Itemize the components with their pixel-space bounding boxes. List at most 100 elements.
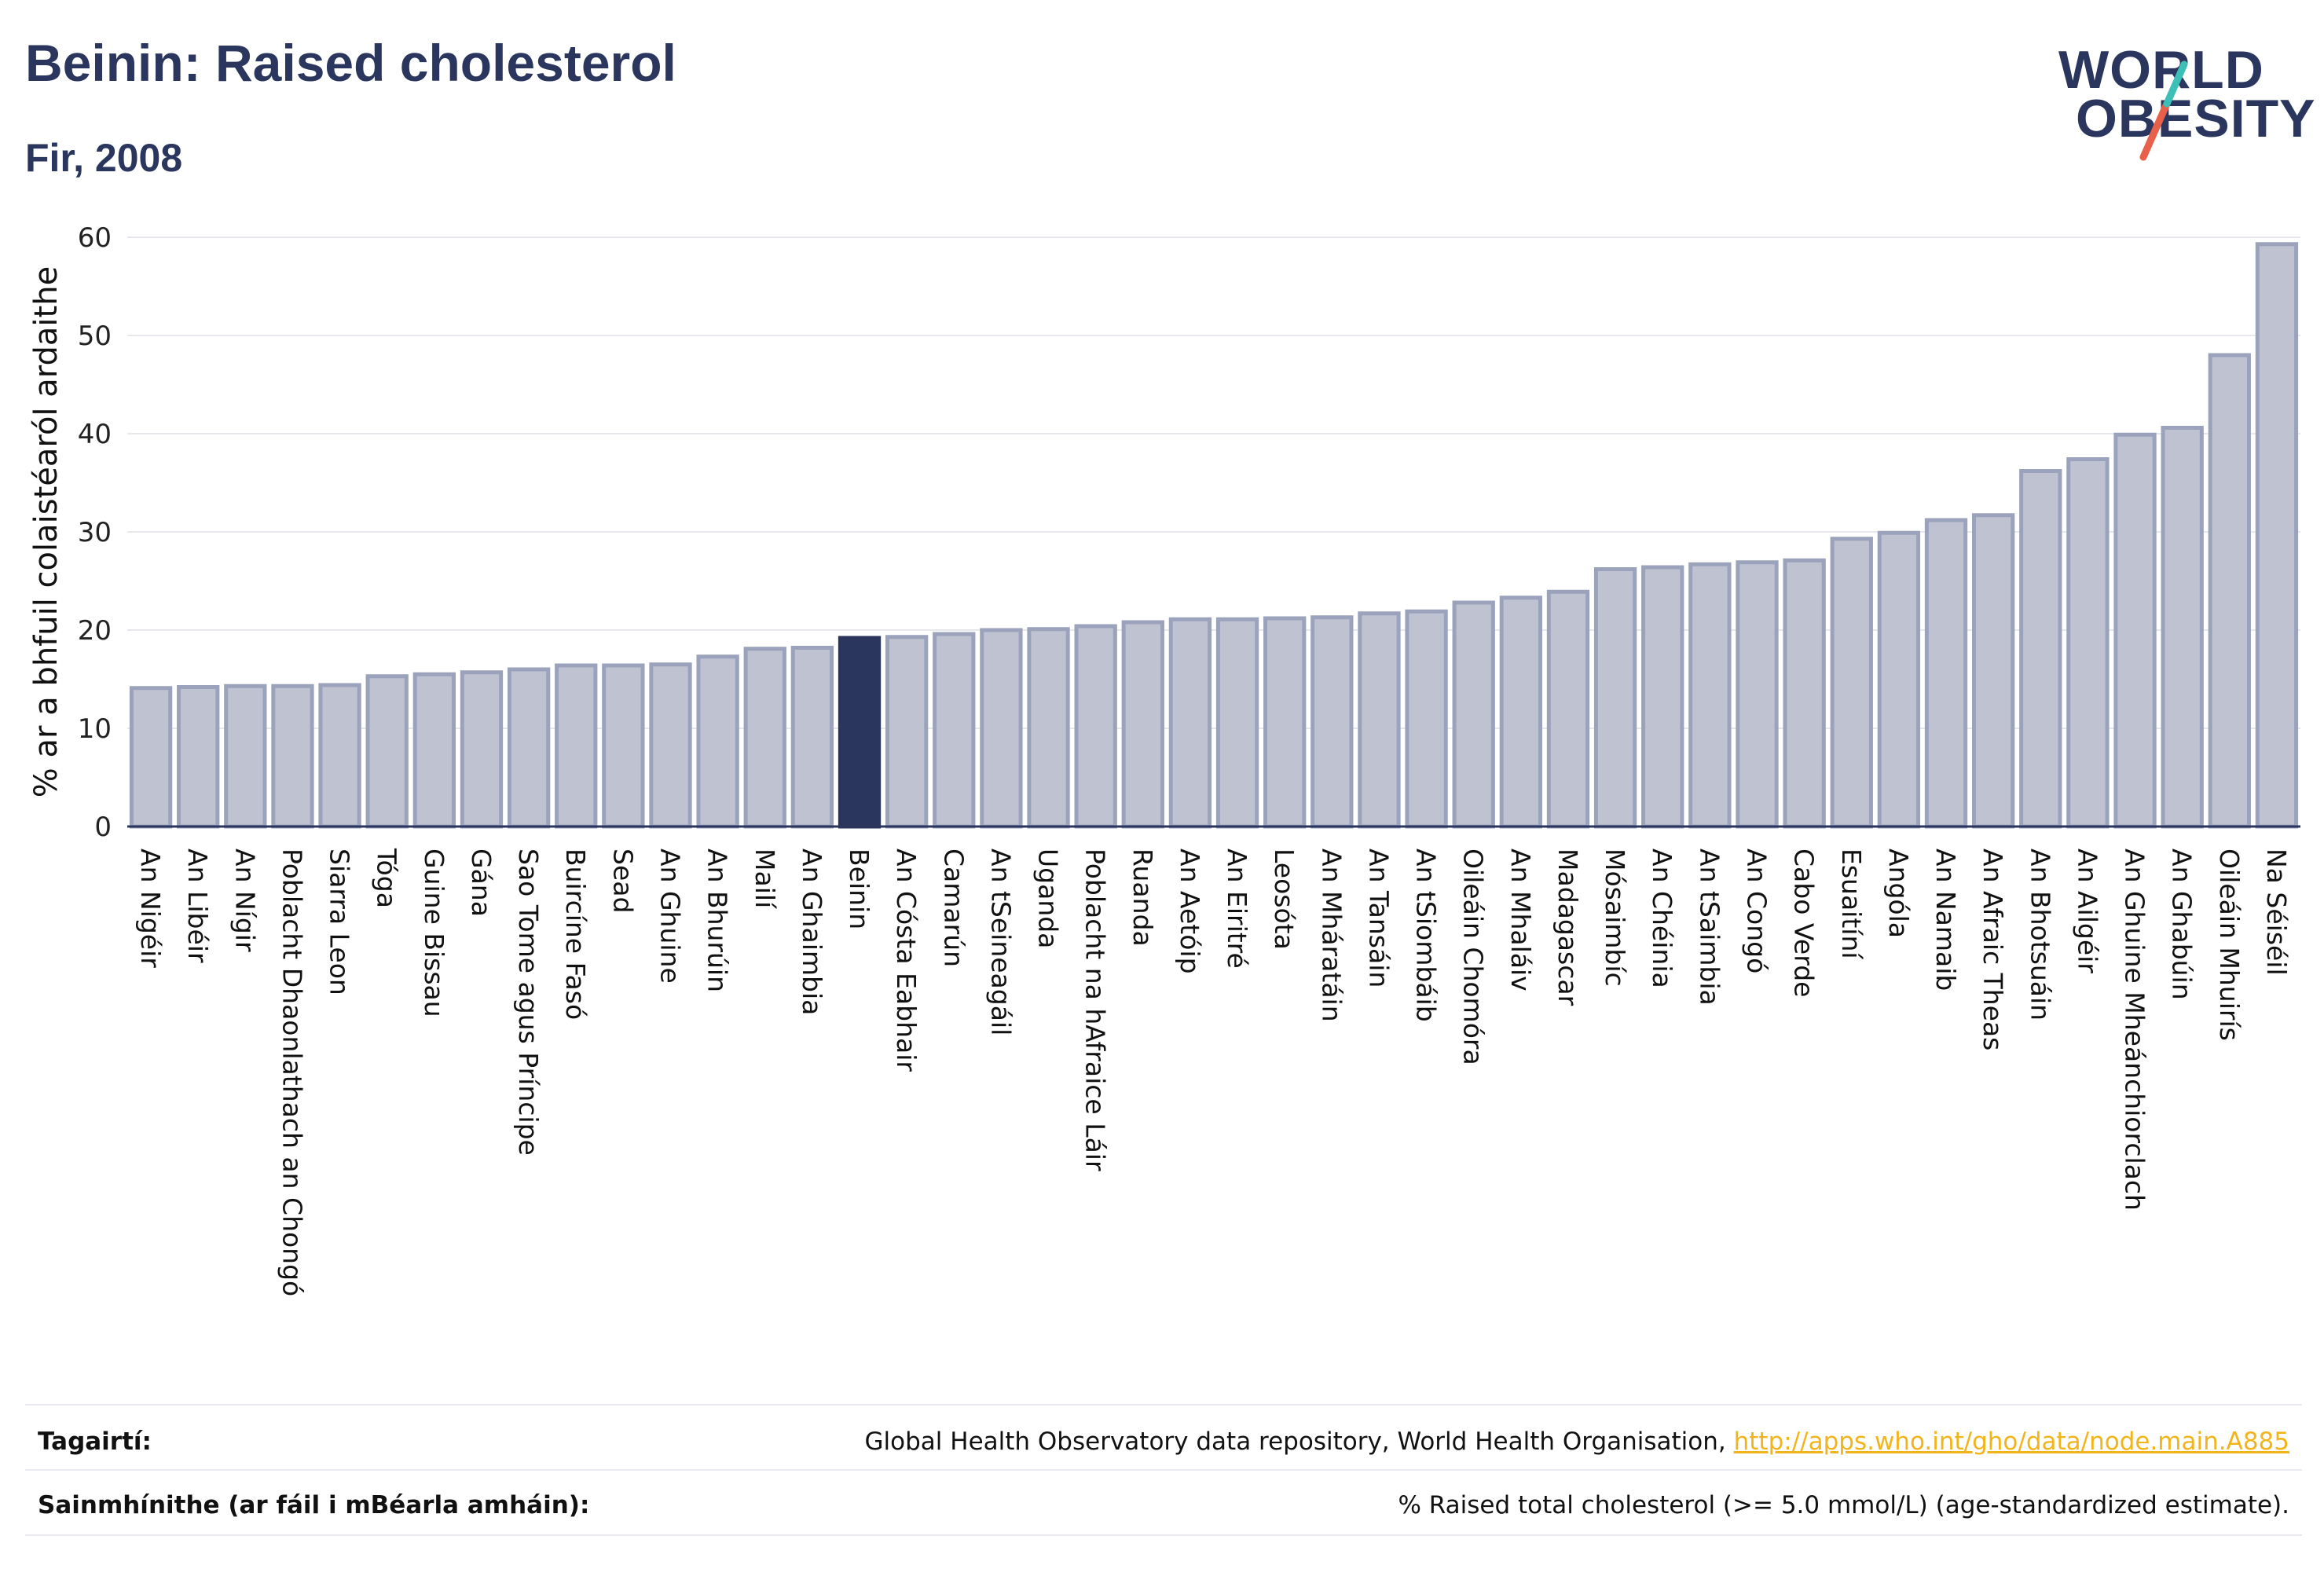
bar xyxy=(2161,426,2204,829)
x-tick-label: An Congó xyxy=(1742,848,1772,973)
bar xyxy=(1924,518,1968,829)
x-tick-label: An Ghaimbia xyxy=(797,848,827,1015)
x-tick-label: An Ailgéir xyxy=(2072,848,2102,973)
bar xyxy=(177,685,220,829)
x-tick-label: An Cósta Eabhair xyxy=(891,848,922,1072)
bar xyxy=(1830,537,1873,829)
x-tick-label: An Tansáin xyxy=(1363,848,1394,988)
y-tick-label: 40 xyxy=(78,419,112,450)
bar xyxy=(980,628,1023,829)
x-tick-label: Sao Tome agus Príncipe xyxy=(513,848,544,1156)
x-tick-label: Buircíne Fasó xyxy=(560,848,591,1020)
bar xyxy=(696,654,739,829)
y-tick-label: 20 xyxy=(78,615,112,647)
x-tick-label: An Bhurúin xyxy=(702,848,733,992)
x-tick-label: An Mháratáin xyxy=(1316,848,1347,1022)
y-tick-label: 0 xyxy=(94,812,112,843)
bar xyxy=(933,632,976,829)
x-tick-label: An Chéinia xyxy=(1647,848,1677,988)
x-tick-label: An tSeineagáil xyxy=(985,848,1016,1035)
bar xyxy=(602,663,645,829)
bar xyxy=(743,647,786,829)
x-tick-label: Poblacht na hAfraice Láir xyxy=(1080,848,1111,1171)
x-tick-label: An Eiritré xyxy=(1222,848,1252,969)
bar xyxy=(1593,567,1637,829)
x-tick-label: Angóla xyxy=(1883,848,1914,938)
x-tick-label: An Namaib xyxy=(1930,848,1961,991)
references-row: Tagairtí: Global Health Observatory data… xyxy=(25,1410,2302,1473)
footer-divider xyxy=(25,1469,2302,1471)
x-tick-label: An tSaimbia xyxy=(1694,848,1725,1006)
references-label: Tagairtí: xyxy=(38,1428,152,1456)
bar xyxy=(318,683,361,829)
definitions-label: Sainmhínithe (ar fáil i mBéarla amháin): xyxy=(38,1491,590,1519)
bar xyxy=(790,646,834,829)
x-tick-label: Mósaimbíc xyxy=(1600,848,1630,987)
x-tick-label: Na Séiséil xyxy=(2261,848,2292,976)
logo-line-2: OBESITY xyxy=(2076,89,2316,148)
x-tick-label: Guine Bissau xyxy=(419,848,449,1017)
bar xyxy=(2019,469,2062,829)
bar xyxy=(2255,242,2299,829)
bar xyxy=(2066,457,2110,829)
bar xyxy=(507,667,551,829)
bar xyxy=(1405,609,1448,829)
y-tick-label: 30 xyxy=(78,517,112,548)
bar xyxy=(1168,617,1212,829)
bar xyxy=(555,663,598,829)
bar xyxy=(1074,624,1117,829)
x-tick-label: Leosóta xyxy=(1269,848,1299,950)
x-tick-label: An tSiombáib xyxy=(1411,848,1442,1022)
y-tick-label: 50 xyxy=(78,321,112,352)
x-tick-label: An Ghuine Mheánchiorclach xyxy=(2120,848,2150,1211)
x-tick-label: An Afraic Theas xyxy=(1978,848,2008,1050)
bar xyxy=(838,636,882,829)
bar xyxy=(129,686,173,829)
bar xyxy=(1783,558,1826,829)
bar xyxy=(885,635,929,829)
logo-slash-icon xyxy=(2139,60,2188,161)
x-tick-label: An Bhotsuáin xyxy=(2025,848,2055,1021)
x-tick-label: An Nigéir xyxy=(135,848,166,968)
y-axis-label: % ar a bhfuil colaistéaról ardaithe xyxy=(28,266,64,797)
references-link[interactable]: http://apps.who.int/gho/data/node.main.A… xyxy=(1733,1428,2289,1456)
bar xyxy=(1310,615,1354,829)
x-tick-label: Gána xyxy=(466,848,497,917)
x-tick-label: An Libéir xyxy=(182,848,213,963)
x-tick-label: Camarún xyxy=(938,848,969,967)
x-tick-label: An Ghabúin xyxy=(2167,848,2198,1000)
x-tick-label: Poblacht Dhaonlathach an Chongó xyxy=(277,848,307,1296)
definitions-row: Sainmhínithe (ar fáil i mBéarla amháin):… xyxy=(25,1474,2302,1537)
bar xyxy=(1263,616,1307,829)
references-text: Global Health Observatory data repositor… xyxy=(864,1428,1734,1456)
bar xyxy=(1452,600,1495,829)
page-subtitle: Fir, 2008 xyxy=(25,136,183,180)
bar xyxy=(1215,617,1259,829)
logo-line-1: WORLD xyxy=(2058,40,2264,100)
x-tick-label: Siarra Leon xyxy=(324,848,355,995)
bar xyxy=(1499,596,1543,829)
bar xyxy=(460,670,504,829)
bar xyxy=(1736,560,1779,829)
y-tick-label: 10 xyxy=(78,713,112,745)
references-value: Global Health Observatory data repositor… xyxy=(865,1428,2302,1456)
bar xyxy=(1358,611,1401,829)
footer-divider xyxy=(25,1404,2302,1406)
bar xyxy=(1688,562,1732,829)
x-tick-label: An Nígir xyxy=(229,848,260,952)
x-tick-label: An Aetóip xyxy=(1175,848,1205,974)
bar xyxy=(2113,432,2157,829)
x-tick-label: Mailí xyxy=(750,848,780,910)
bar xyxy=(1877,530,1921,829)
x-tick-label: Esuaitíní xyxy=(1836,848,1867,960)
x-tick-label: Madagascar xyxy=(1552,848,1583,1006)
x-tick-label: Cabo Verde xyxy=(1789,848,1820,997)
x-tick-label: An Ghuine xyxy=(655,848,686,984)
bar xyxy=(365,674,409,829)
x-tick-label: Beinin xyxy=(844,848,874,929)
y-tick-label: 60 xyxy=(78,222,112,254)
bar xyxy=(2208,353,2251,829)
bar xyxy=(1027,627,1070,829)
bar xyxy=(224,684,267,829)
x-tick-label: Sead xyxy=(607,848,638,913)
